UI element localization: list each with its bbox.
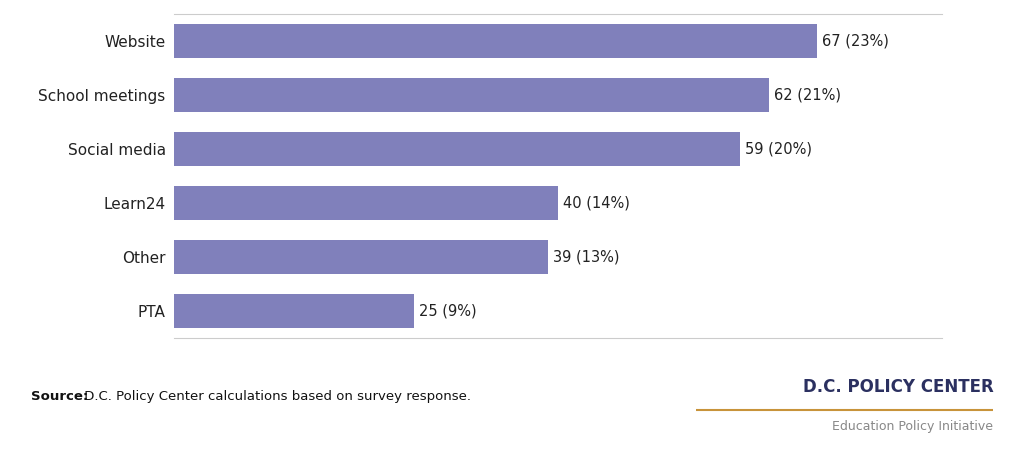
Bar bbox=[174, 24, 817, 57]
Text: Source:: Source: bbox=[31, 390, 88, 403]
Bar bbox=[174, 78, 769, 112]
Text: 25 (9%): 25 (9%) bbox=[419, 303, 476, 319]
Text: 40 (14%): 40 (14%) bbox=[563, 195, 630, 211]
Text: Education Policy Initiative: Education Policy Initiative bbox=[833, 420, 993, 433]
Bar bbox=[174, 294, 414, 328]
Text: D.C. POLICY CENTER: D.C. POLICY CENTER bbox=[803, 378, 993, 396]
Bar bbox=[174, 240, 549, 274]
Bar bbox=[174, 132, 740, 166]
Text: 59 (20%): 59 (20%) bbox=[745, 141, 812, 156]
Text: D.C. Policy Center calculations based on survey response.: D.C. Policy Center calculations based on… bbox=[80, 390, 471, 403]
Text: 62 (21%): 62 (21%) bbox=[774, 88, 841, 102]
Text: 39 (13%): 39 (13%) bbox=[553, 250, 620, 264]
Text: 67 (23%): 67 (23%) bbox=[822, 33, 889, 49]
Bar bbox=[174, 186, 558, 219]
